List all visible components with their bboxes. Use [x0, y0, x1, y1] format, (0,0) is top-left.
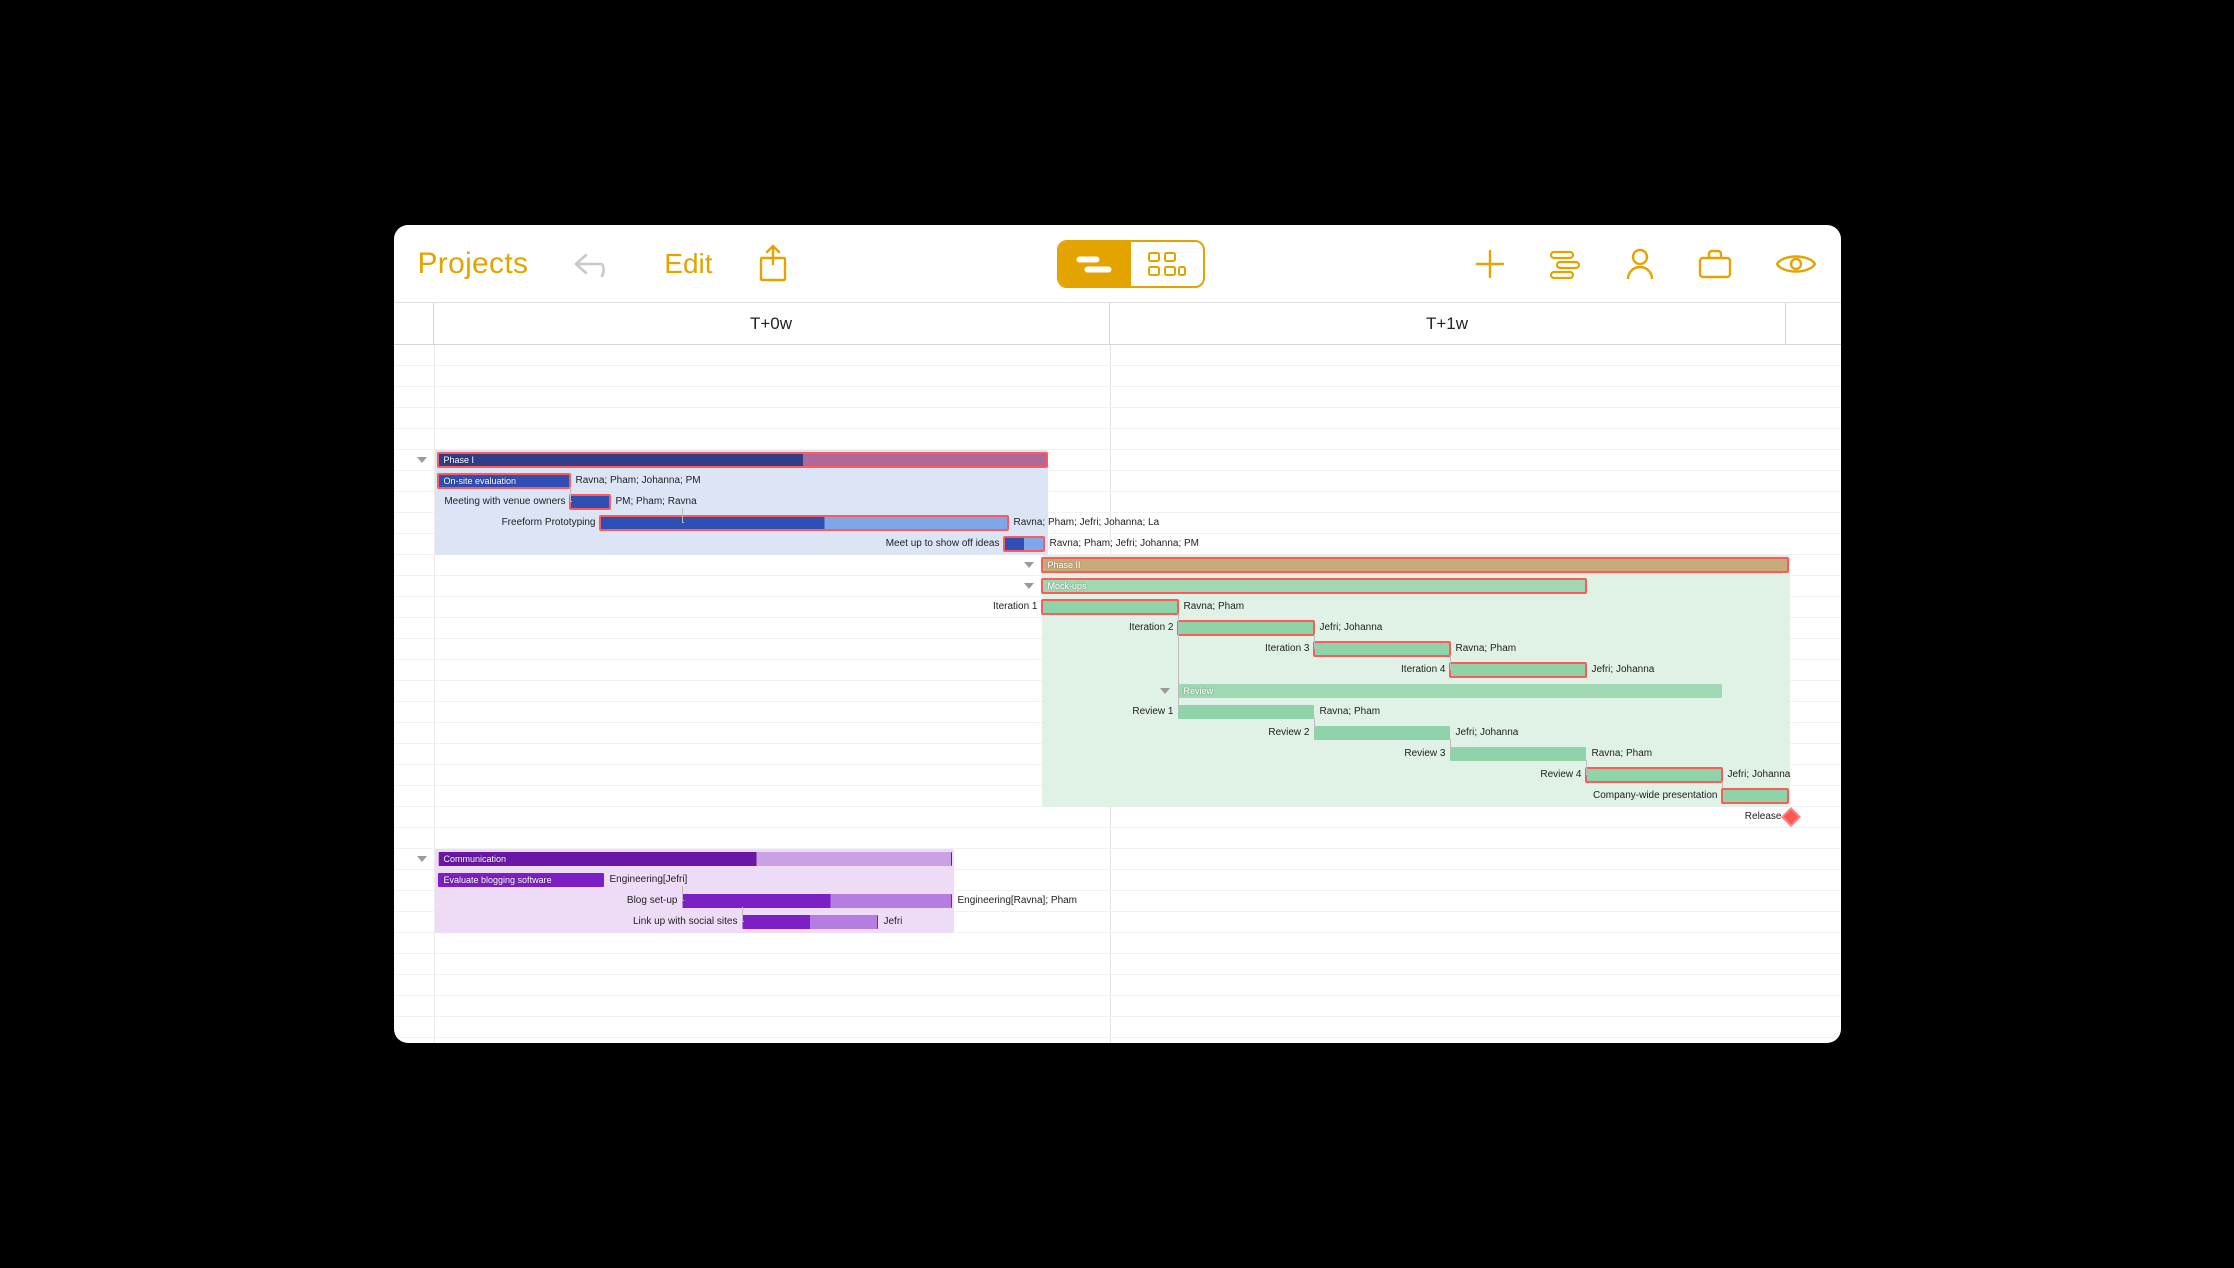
timeline-column: T+0w	[434, 303, 1110, 344]
task-bar[interactable]	[1004, 537, 1044, 551]
task-bar-label: Phase II	[1048, 558, 1081, 572]
task-bar-label: On-site evaluation	[444, 474, 517, 488]
task-label: Review 4	[1540, 768, 1581, 782]
group-bar[interactable]	[438, 852, 952, 866]
resource-label: Ravna; Pham	[1592, 747, 1653, 761]
task-label: Review 2	[1268, 726, 1309, 740]
group-bar[interactable]	[1042, 558, 1788, 572]
dependency-line	[1314, 718, 1316, 733]
task-label: Iteration 2	[1129, 621, 1173, 635]
task-label: Link up with social sites	[633, 915, 738, 929]
dependency-line	[1178, 613, 1180, 712]
add-button[interactable]	[1473, 247, 1507, 281]
share-icon[interactable]	[757, 244, 789, 284]
resource-label: Ravna; Pham; Jefri; Johanna; La	[1014, 516, 1160, 530]
resource-label: Engineering[Jefri]	[610, 873, 688, 887]
task-bar[interactable]	[1042, 600, 1178, 614]
toolbar: Projects Edit	[394, 225, 1841, 303]
list-icon[interactable]	[1549, 249, 1583, 279]
task-bar[interactable]	[1314, 726, 1450, 740]
dependency-line	[1586, 760, 1588, 775]
task-label: Meeting with venue owners	[444, 495, 565, 509]
dependency-line	[570, 487, 572, 502]
view-network-button[interactable]	[1131, 242, 1203, 286]
task-bar[interactable]	[1178, 705, 1314, 719]
task-bar[interactable]	[742, 915, 878, 929]
disclosure-icon[interactable]	[1024, 562, 1034, 568]
task-bar[interactable]	[1450, 663, 1586, 677]
task-bar-label: Evaluate blogging software	[444, 873, 552, 887]
resource-label: Ravna; Pham	[1320, 705, 1381, 719]
task-label: Review 1	[1132, 705, 1173, 719]
task-bar-label: Review	[1184, 684, 1214, 698]
edit-button[interactable]: Edit	[664, 248, 712, 280]
disclosure-icon[interactable]	[417, 457, 427, 463]
timeline-column: T+1w	[1110, 303, 1786, 344]
task-bar[interactable]	[1178, 621, 1314, 635]
resource-label: Jefri; Johanna	[1320, 621, 1383, 635]
group-bar[interactable]	[438, 453, 1047, 467]
task-bar[interactable]	[570, 495, 610, 509]
view-gantt-button[interactable]	[1059, 242, 1131, 286]
briefcase-icon[interactable]	[1697, 248, 1733, 280]
task-label: Iteration 3	[1265, 642, 1309, 656]
group-bar[interactable]	[1178, 684, 1722, 698]
resource-label: Jefri; Johanna	[1592, 663, 1655, 677]
dependency-line	[1450, 655, 1452, 670]
task-bar[interactable]	[1722, 789, 1788, 803]
task-label: Company-wide presentation	[1593, 789, 1718, 803]
group-bar[interactable]	[1042, 579, 1586, 593]
task-bar[interactable]	[1314, 642, 1450, 656]
task-bar-label: Communication	[444, 852, 507, 866]
app-window: Projects Edit	[394, 225, 1841, 1043]
resource-label: PM; Pham; Ravna	[616, 495, 697, 509]
task-bar[interactable]	[1450, 747, 1586, 761]
eye-icon[interactable]	[1775, 251, 1817, 277]
dependency-line	[1450, 739, 1452, 754]
resource-label: Ravna; Pham; Jefri; Johanna; PM	[1050, 537, 1200, 551]
task-label: Iteration 1	[993, 600, 1037, 614]
person-icon[interactable]	[1625, 247, 1655, 281]
resource-label: Ravna; Pham; Johanna; PM	[576, 474, 701, 488]
resource-label: Engineering[Ravna]; Pham	[958, 894, 1078, 908]
task-label: Release	[1745, 810, 1782, 824]
task-bar[interactable]	[1586, 768, 1722, 782]
task-bar-label: Phase I	[444, 453, 475, 467]
disclosure-icon[interactable]	[1160, 688, 1170, 694]
resource-label: Jefri; Johanna	[1456, 726, 1519, 740]
gantt-canvas[interactable]: Phase I On-site evaluation Ravna; Pham; Jo…	[394, 345, 1841, 1043]
task-label: Freeform Prototyping	[502, 516, 596, 530]
task-bar-label: Mock-ups	[1048, 579, 1087, 593]
disclosure-icon[interactable]	[417, 856, 427, 862]
resource-label: Ravna; Pham	[1456, 642, 1517, 656]
view-switch	[1057, 240, 1205, 288]
dependency-line	[742, 907, 744, 922]
projects-button[interactable]: Projects	[418, 247, 529, 281]
resource-label: Jefri	[884, 915, 903, 929]
task-bar[interactable]	[682, 894, 952, 908]
task-label: Blog set-up	[627, 894, 678, 908]
task-label: Meet up to show off ideas	[886, 537, 1000, 551]
undo-icon[interactable]	[572, 247, 620, 281]
task-bar[interactable]	[600, 516, 1008, 530]
resource-label: Jefri; Johanna	[1728, 768, 1791, 782]
dependency-line	[682, 886, 684, 901]
timeline-header: T+0w T+1w	[394, 303, 1841, 345]
task-label: Review 3	[1404, 747, 1445, 761]
dependency-line	[682, 508, 684, 523]
dependency-line	[1314, 634, 1316, 649]
resource-label: Ravna; Pham	[1184, 600, 1245, 614]
task-label: Iteration 4	[1401, 663, 1445, 677]
disclosure-icon[interactable]	[1024, 583, 1034, 589]
